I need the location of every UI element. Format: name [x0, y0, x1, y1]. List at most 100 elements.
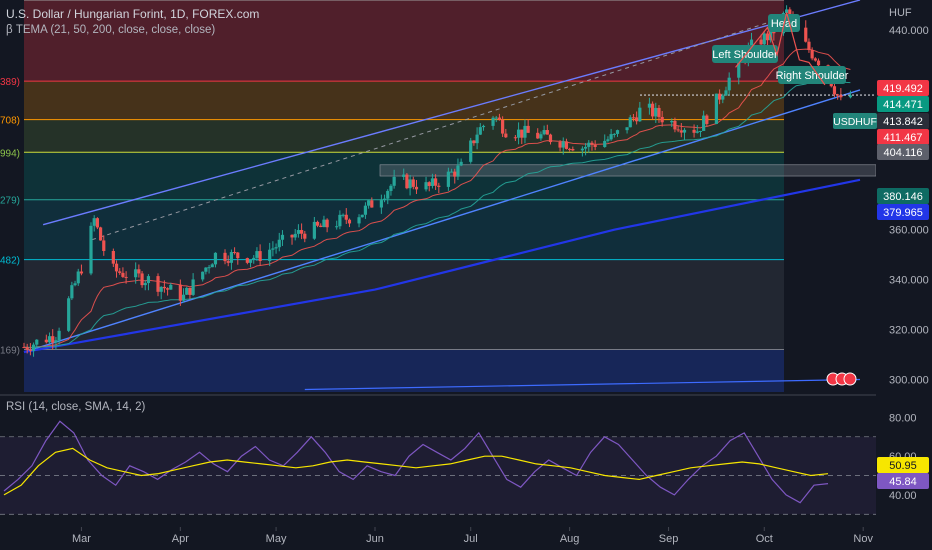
- price-tag: [877, 129, 929, 145]
- candle: [520, 129, 524, 138]
- candle: [54, 340, 58, 343]
- time-axis[interactable]: [0, 527, 932, 550]
- price-tag: [877, 96, 929, 112]
- month-label: Apr: [172, 533, 189, 545]
- price-tick: 360.000: [889, 225, 929, 237]
- candle: [98, 227, 103, 241]
- candle: [481, 125, 486, 128]
- rsi-title: RSI (14, close, SMA, 14, 2): [6, 401, 146, 413]
- candle: [848, 95, 853, 98]
- candle: [229, 252, 234, 263]
- candle: [370, 200, 374, 208]
- candle: [564, 141, 569, 149]
- candle: [682, 129, 687, 133]
- candle: [357, 217, 361, 224]
- candle: [236, 252, 240, 259]
- flag-icon[interactable]: [843, 372, 857, 386]
- month-label: Mar: [72, 533, 91, 545]
- price-tag: [877, 80, 929, 96]
- price-tag-value: 411.467: [884, 132, 923, 144]
- fib-zone: [24, 81, 784, 120]
- candle: [258, 251, 262, 261]
- rsi-band: [0, 436, 876, 515]
- candle: [79, 271, 84, 274]
- candle: [188, 287, 192, 295]
- month-label: May: [266, 533, 287, 545]
- candle: [478, 127, 482, 135]
- candle: [536, 132, 540, 139]
- price-tag-value: 404.116: [884, 147, 923, 159]
- candle: [89, 225, 93, 274]
- candle: [469, 140, 473, 162]
- candle: [545, 130, 549, 135]
- ema-21-line: [23, 48, 851, 349]
- candle: [513, 137, 517, 139]
- candle: [526, 125, 530, 133]
- candle: [169, 284, 173, 290]
- indicator-prefix: β: [6, 24, 13, 36]
- candle: [191, 279, 195, 295]
- fib-left-label: 708): [0, 116, 20, 127]
- price-tag-value: 380.146: [883, 191, 923, 203]
- candle: [255, 251, 259, 258]
- candle: [804, 27, 808, 42]
- fib-left-label: 482): [0, 256, 20, 267]
- candle: [210, 264, 214, 268]
- price-tick: 340.000: [889, 275, 929, 287]
- candle: [134, 269, 138, 278]
- candle: [516, 129, 521, 138]
- rsi-tag-value: 50.95: [889, 460, 917, 472]
- candle: [252, 257, 256, 260]
- candle: [44, 339, 48, 343]
- candle: [280, 234, 285, 240]
- price-tick: 300.000: [889, 375, 929, 387]
- candle: [807, 41, 811, 51]
- candle: [625, 127, 629, 131]
- candle: [296, 230, 301, 234]
- candle: [178, 284, 182, 301]
- candle: [121, 272, 125, 277]
- candle: [162, 286, 166, 289]
- candle: [475, 134, 479, 144]
- candle: [727, 77, 731, 91]
- candle: [338, 214, 342, 227]
- fib-left-label: 994): [0, 148, 20, 159]
- month-label: Oct: [756, 533, 773, 545]
- candle: [612, 133, 616, 135]
- candle: [51, 336, 55, 343]
- candle: [73, 283, 77, 286]
- candle: [245, 258, 249, 263]
- month-label: Nov: [853, 533, 873, 545]
- candle: [35, 339, 39, 345]
- rsi-line: [3, 420, 829, 504]
- candle: [277, 239, 281, 248]
- candle: [146, 276, 151, 284]
- candle: [268, 249, 272, 261]
- candle: [165, 288, 170, 290]
- candle: [207, 267, 211, 269]
- candle: [679, 130, 683, 133]
- candle: [446, 171, 450, 187]
- candle: [635, 117, 639, 122]
- candle: [31, 344, 36, 351]
- candle: [22, 347, 26, 349]
- candle: [449, 171, 454, 173]
- candle: [290, 234, 294, 238]
- price-tag-value: 413.842: [883, 116, 923, 128]
- candle: [57, 330, 61, 341]
- candle: [386, 190, 390, 199]
- candle: [434, 178, 438, 186]
- candle: [628, 117, 632, 128]
- price-tag-value: 379.965: [883, 207, 923, 219]
- candle: [223, 252, 227, 262]
- rsi-tick: 80.00: [889, 412, 917, 424]
- candle: [159, 286, 163, 292]
- candle: [102, 240, 106, 251]
- left-shoulder-label-box: [712, 45, 778, 63]
- candle: [660, 116, 664, 123]
- currency-label: HUF: [889, 7, 912, 19]
- candle: [832, 86, 837, 95]
- candle: [501, 119, 505, 134]
